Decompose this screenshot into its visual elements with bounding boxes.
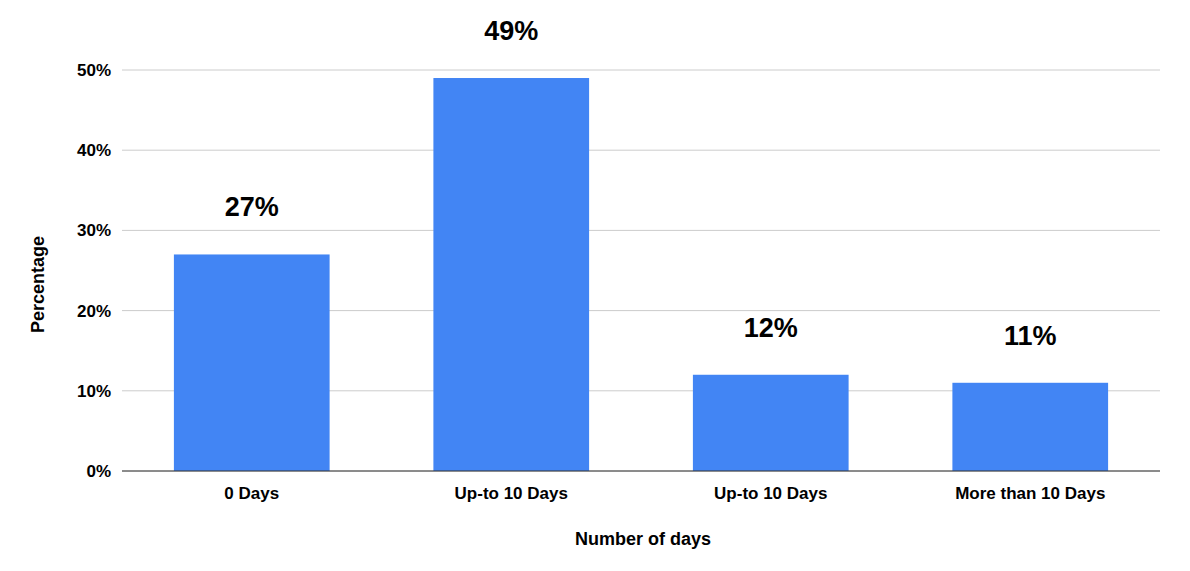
bar xyxy=(174,254,330,471)
y-tick-label: 50% xyxy=(77,61,111,80)
grid-line xyxy=(122,150,1160,151)
data-label: 12% xyxy=(744,313,798,343)
y-axis-title: Percentage xyxy=(28,236,48,333)
grid xyxy=(122,70,1160,471)
x-tick-label: Up-to 10 Days xyxy=(455,484,568,503)
bar xyxy=(693,375,849,471)
data-label: 49% xyxy=(484,16,538,46)
x-tick-label: 0 Days xyxy=(224,484,279,503)
bar xyxy=(433,78,589,471)
y-tick-label: 40% xyxy=(77,141,111,160)
x-tick-label: More than 10 Days xyxy=(955,484,1105,503)
y-tick-label: 10% xyxy=(77,382,111,401)
grid-line xyxy=(122,70,1160,71)
x-axis-line xyxy=(122,470,1160,471)
bar xyxy=(952,383,1108,471)
grid-line xyxy=(122,230,1160,231)
grid-line xyxy=(122,471,1160,472)
data-label: 27% xyxy=(225,192,279,222)
y-tick-label: 20% xyxy=(77,302,111,321)
bars xyxy=(174,78,1108,471)
y-tick-label: 0% xyxy=(86,462,111,481)
x-tick-label: Up-to 10 Days xyxy=(714,484,827,503)
chart-root: 0% 10% 20% 30% 40% 50% 27% 49% 12% 11% 0 Days Up-to… xyxy=(0,0,1190,571)
y-tick-label: 30% xyxy=(77,221,111,240)
x-axis-title: Number of days xyxy=(575,529,711,549)
data-label: 11% xyxy=(1004,321,1057,351)
chart-svg: 0% 10% 20% 30% 40% 50% 27% 49% 12% 11% 0 Days Up-to… xyxy=(0,0,1190,571)
